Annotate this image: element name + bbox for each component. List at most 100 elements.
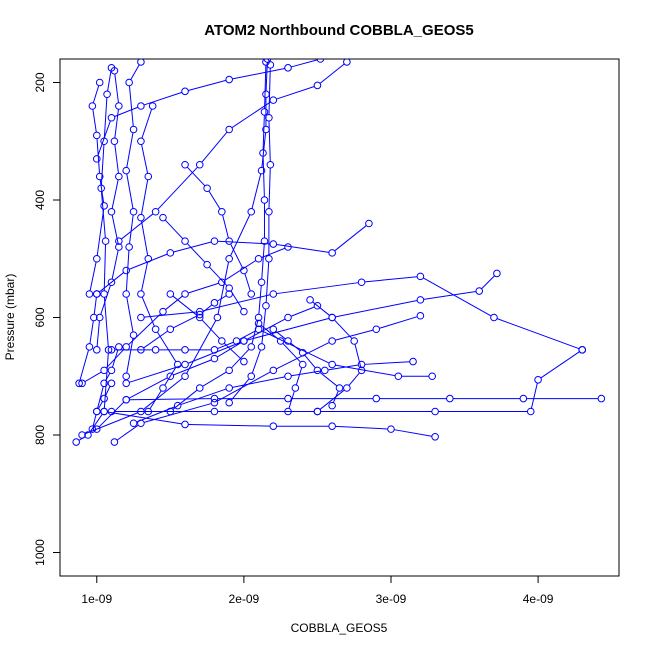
series-group (72, 64, 116, 446)
series-segment (251, 349, 261, 374)
series-segment (334, 225, 367, 252)
data-point (110, 137, 119, 146)
series-segment (481, 275, 495, 290)
data-point (72, 438, 80, 446)
series-group (85, 78, 108, 298)
series-segment (93, 297, 97, 315)
series-segment (99, 179, 105, 203)
data-point (257, 166, 266, 175)
series-segment (180, 388, 227, 406)
data-point (181, 237, 189, 245)
x-axis: 1e-09 2e-09 3e-09 4e-09 (81, 575, 554, 606)
y-tick-label: 1000 (33, 539, 47, 566)
series-segment (111, 250, 119, 280)
data-point (284, 64, 292, 72)
series-segment (260, 325, 279, 340)
series-segment (89, 320, 94, 344)
series-segment (217, 261, 230, 315)
data-point (107, 207, 116, 216)
series-segment (149, 390, 162, 409)
series-segment (188, 282, 219, 294)
data-point (92, 425, 101, 433)
series-segment (114, 109, 119, 139)
series-group (159, 213, 248, 316)
data-point (181, 346, 189, 354)
series-segment (165, 295, 183, 310)
data-point (159, 384, 167, 392)
data-point (166, 372, 175, 381)
series-segment (251, 320, 259, 344)
series-segment (103, 297, 109, 347)
data-point (284, 407, 292, 416)
data-point (262, 301, 270, 310)
series-segment (141, 144, 149, 174)
series-segment (230, 378, 250, 401)
series-segment (136, 406, 175, 423)
data-point (372, 394, 381, 403)
data-point (357, 360, 366, 369)
series-segment (332, 390, 339, 403)
data-point (122, 395, 130, 404)
data-point (151, 346, 160, 354)
data-point (125, 243, 133, 251)
data-point (100, 407, 108, 416)
data-point (265, 207, 273, 216)
x-tick-label: 4e-09 (523, 592, 554, 606)
series-segment (282, 343, 301, 363)
data-point (328, 313, 336, 322)
data-point (266, 61, 275, 69)
data-point (416, 296, 425, 304)
data-point (257, 278, 266, 287)
series-segment (111, 349, 119, 368)
data-point (122, 290, 130, 298)
data-point (115, 243, 123, 251)
series-segment (96, 209, 105, 256)
y-tick-label: 200 (33, 72, 47, 92)
data-point (328, 401, 336, 410)
series-segment (275, 330, 286, 340)
series-segment (217, 342, 242, 358)
data-point (291, 384, 300, 392)
series-segment (173, 359, 212, 376)
data-point (259, 149, 267, 157)
data-point (125, 78, 133, 87)
series-group (181, 160, 256, 298)
chart-title: ATOM2 Northbound COBBLA_GEOS5 (204, 22, 473, 39)
data-point (213, 313, 222, 322)
series-group (137, 102, 182, 416)
data-point (269, 422, 278, 430)
series-segment (291, 370, 322, 377)
data-point (493, 269, 501, 278)
data-point (240, 337, 248, 345)
series-segment (540, 351, 580, 379)
data-point (218, 207, 226, 216)
series-segment (97, 401, 103, 409)
series-group (100, 407, 439, 441)
data-point (534, 375, 542, 384)
data-point (328, 249, 336, 257)
series-segment (126, 297, 134, 332)
data-point (298, 348, 307, 357)
x-tick-label: 2e-09 (229, 592, 260, 606)
series-segment (186, 243, 206, 263)
series-segment (312, 301, 330, 316)
series-group (122, 59, 145, 381)
series-segment (232, 376, 285, 388)
series-segment (201, 319, 220, 339)
data-point (115, 343, 123, 351)
data-point (240, 266, 248, 275)
series-segment (172, 389, 198, 410)
data-point (203, 260, 211, 269)
series-segment (114, 73, 119, 103)
x-tick-label: 1e-09 (81, 592, 112, 606)
series-segment (143, 330, 168, 349)
series-segment (244, 273, 251, 291)
series-segment (496, 318, 580, 350)
data-point (357, 366, 366, 375)
y-tick-label: 800 (33, 425, 47, 445)
series-segment (231, 101, 271, 129)
data-point (92, 290, 101, 298)
data-point (203, 184, 211, 193)
data-point (225, 237, 233, 245)
series-segment (265, 62, 268, 91)
